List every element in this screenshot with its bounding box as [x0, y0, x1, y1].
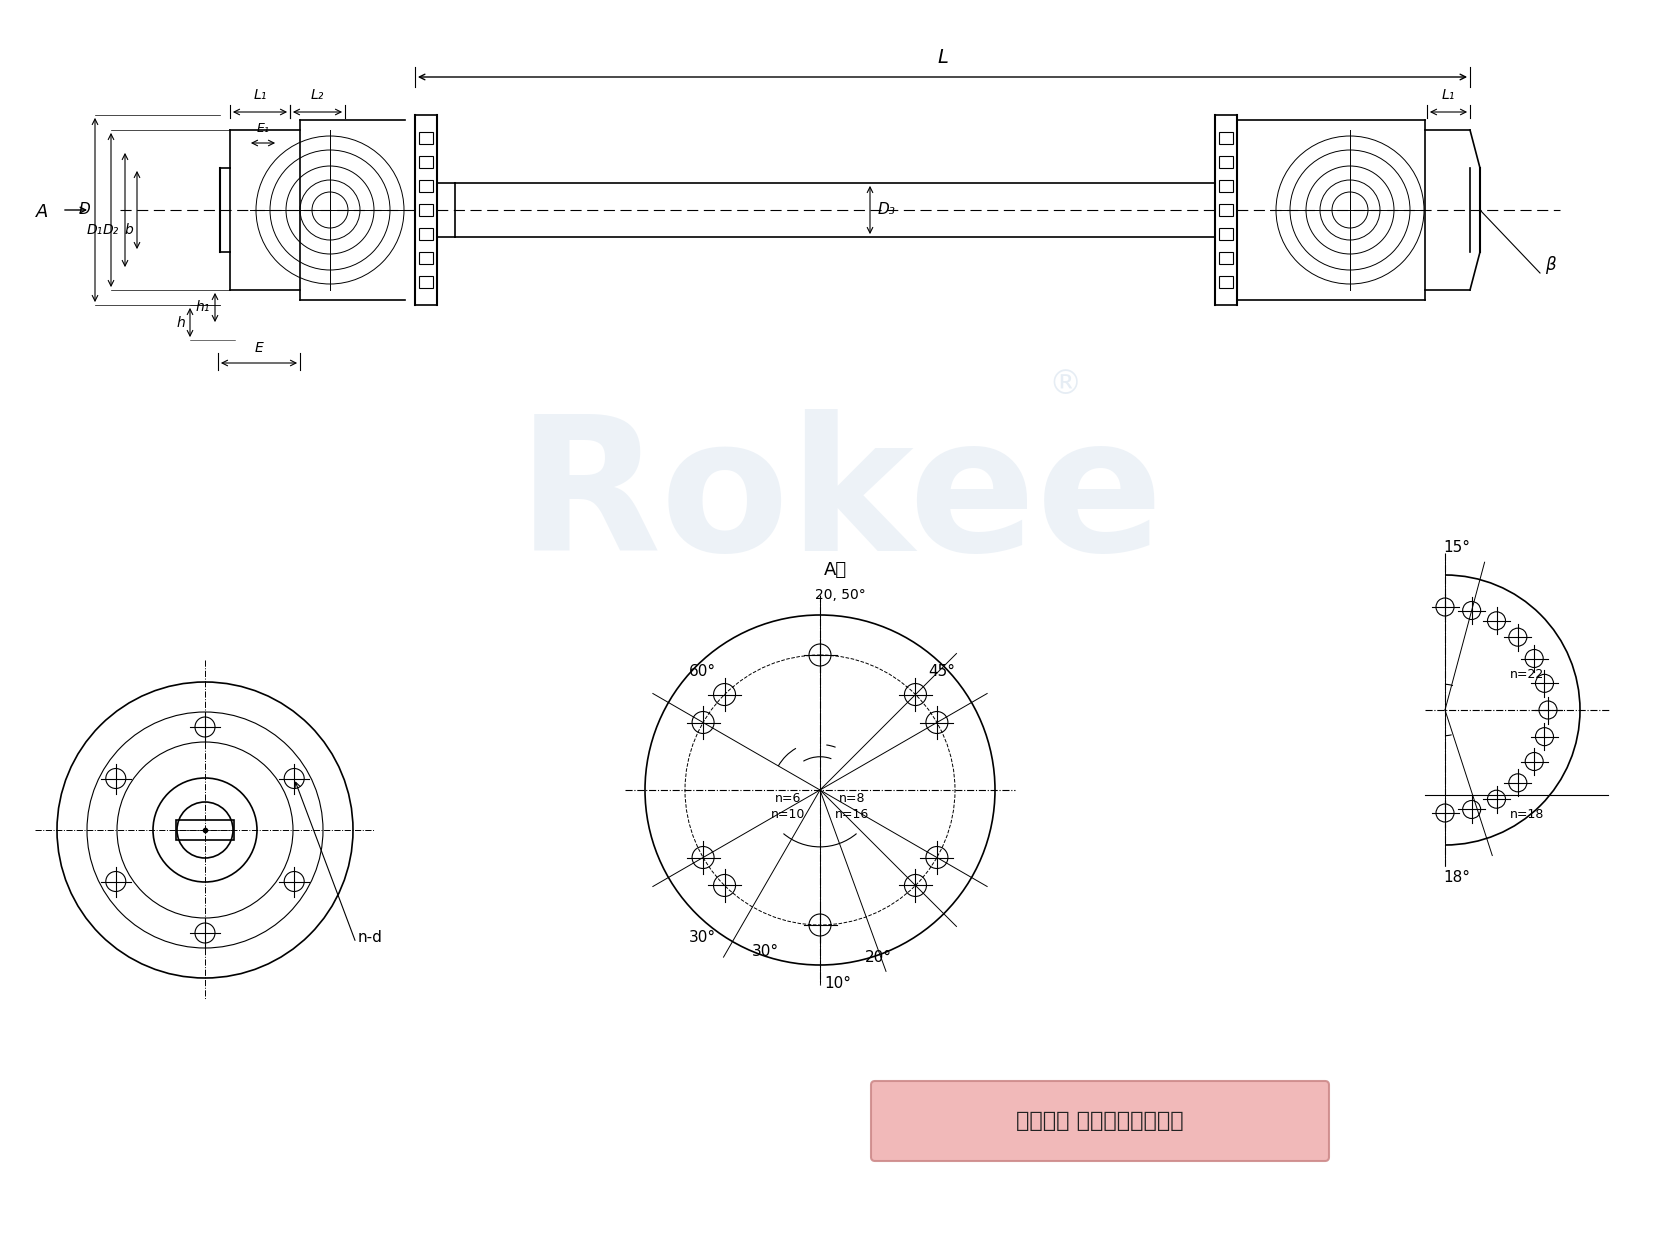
Text: E: E [255, 341, 264, 355]
Bar [176, 820, 234, 840]
Text: D₂: D₂ [102, 223, 119, 237]
Text: L: L [937, 48, 948, 67]
Bar [418, 204, 433, 215]
Text: n=16: n=16 [835, 808, 869, 820]
Text: h: h [176, 316, 185, 330]
Text: 15°: 15° [1443, 539, 1470, 554]
Text: β: β [1546, 256, 1556, 273]
FancyBboxPatch shape [870, 1081, 1329, 1160]
Bar [1220, 204, 1233, 215]
Text: Rokee: Rokee [516, 410, 1164, 591]
Text: 20°: 20° [865, 950, 892, 965]
Text: 60°: 60° [689, 664, 716, 679]
Bar [1220, 180, 1233, 192]
Text: n=18: n=18 [1510, 809, 1544, 822]
Bar [1220, 156, 1233, 168]
Text: n=6: n=6 [774, 791, 801, 804]
Text: D₃: D₃ [879, 203, 895, 218]
Text: L₂: L₂ [311, 88, 324, 102]
Text: ®: ® [1048, 368, 1082, 402]
Bar [418, 228, 433, 239]
Text: D₁: D₁ [87, 223, 102, 237]
Text: E₁: E₁ [257, 122, 269, 135]
Text: 45°: 45° [929, 664, 956, 679]
Bar [418, 252, 433, 265]
Text: 版权所有 侵权必被严厉追究: 版权所有 侵权必被严厉追究 [1016, 1111, 1184, 1131]
Text: A向: A向 [823, 561, 847, 580]
Text: 10°: 10° [825, 975, 852, 990]
Text: n-d: n-d [358, 930, 383, 945]
Text: n=22: n=22 [1510, 669, 1544, 682]
Text: n=8: n=8 [838, 791, 865, 804]
Text: L₁: L₁ [1441, 88, 1455, 102]
Text: L₁: L₁ [254, 88, 267, 102]
Bar [418, 132, 433, 144]
Bar [1220, 276, 1233, 289]
Text: 30°: 30° [689, 930, 716, 945]
Bar [1220, 228, 1233, 239]
Bar [1220, 252, 1233, 265]
Text: A: A [35, 203, 49, 220]
Text: 20, 50°: 20, 50° [815, 588, 865, 602]
Text: b: b [124, 223, 133, 237]
Text: n=10: n=10 [771, 808, 805, 820]
Text: D: D [79, 203, 91, 218]
Text: 30°: 30° [751, 945, 778, 960]
Bar [418, 156, 433, 168]
Bar [418, 276, 433, 289]
Bar [1220, 132, 1233, 144]
Bar [418, 180, 433, 192]
Text: 18°: 18° [1443, 869, 1470, 885]
Text: h₁: h₁ [195, 300, 210, 314]
